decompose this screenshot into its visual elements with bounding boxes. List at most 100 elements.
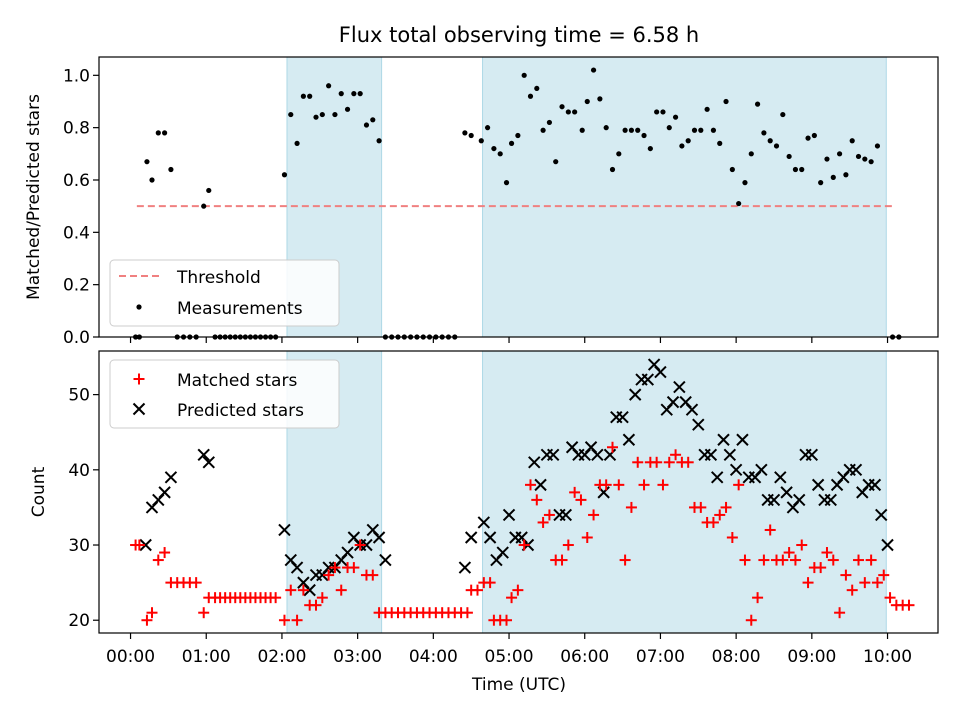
measurement-point: [609, 166, 616, 173]
measurement-point: [497, 151, 503, 157]
matched-star-point: [827, 554, 839, 566]
predicted-star-point: [483, 531, 497, 544]
bottom-legend: Matched stars Predicted stars: [109, 359, 340, 429]
matched-star-point: [606, 441, 618, 453]
bottom-y-tick-label: 50: [68, 386, 90, 406]
measurement-point: [799, 166, 805, 173]
matched-star-point: [569, 486, 581, 498]
matched-star-point: [285, 584, 297, 596]
measurement-point: [736, 200, 742, 207]
measurement-point: [155, 130, 161, 136]
top-measurement-points: [132, 67, 902, 340]
predicted-star-point: [654, 365, 667, 379]
x-tick-label: 03:00: [333, 647, 382, 667]
measurement-point: [641, 132, 647, 139]
predicted-star-point: [628, 388, 642, 401]
predicted-star-point: [824, 493, 837, 507]
bottom-y-axis-ticks: 20 30 40 50: [68, 386, 99, 631]
predicted-star-point: [849, 463, 863, 477]
matched-star-point: [651, 456, 663, 468]
matched-star-point: [670, 449, 682, 461]
predicted-star-point: [546, 448, 560, 461]
predicted-star-point: [341, 546, 354, 559]
matched-star-point: [695, 501, 707, 513]
predicted-star-point: [458, 561, 472, 574]
matched-star-point: [752, 592, 764, 604]
measurement-point: [748, 151, 754, 157]
matched-star-point: [865, 554, 877, 566]
top-y-tick-label: 1.0: [63, 66, 90, 86]
matched-star-point: [758, 554, 770, 566]
measurement-point: [672, 114, 679, 120]
measurement-point: [508, 140, 515, 146]
measurement-point: [622, 127, 628, 133]
measurement-point: [527, 93, 534, 99]
matched-star-point: [733, 479, 745, 491]
matched-star-point: [198, 607, 210, 619]
matched-star-point: [367, 569, 379, 581]
predicted-star-point: [290, 561, 304, 574]
measurement-point: [553, 159, 559, 165]
bottom-x-axis-ticks: 00:00 01:00 02:00 03:00 04:00 05:00 06:00 07:00…: [106, 633, 912, 667]
measurement-point: [824, 156, 830, 162]
matched-star-point: [878, 569, 890, 581]
matched-star-point: [512, 584, 524, 596]
matched-star-point: [146, 607, 158, 619]
measurement-point: [144, 159, 150, 165]
matched-star-point: [777, 554, 789, 566]
top-y-axis-label: Matched/Predicted stars: [24, 94, 44, 300]
matched-star-point: [657, 479, 669, 491]
measurement-point: [338, 91, 344, 97]
measurement-point: [603, 125, 609, 131]
measurement-point: [616, 151, 622, 157]
measurement-point: [579, 127, 585, 133]
predicted-star-point: [164, 471, 178, 484]
top-y-tick-label: 0.2: [63, 276, 90, 296]
measurement-point: [515, 132, 521, 139]
measurement-point: [590, 67, 597, 73]
matched-stars-legend-label: Matched stars: [177, 371, 297, 391]
matched-star-point: [726, 531, 738, 543]
matched-star-point: [310, 599, 322, 611]
measurement-point: [830, 174, 836, 180]
matched-star-point: [335, 584, 347, 596]
top-legend: Threshold Measurements: [109, 259, 340, 327]
measurement-point: [767, 138, 773, 144]
x-tick-label: 04:00: [409, 647, 458, 667]
predicted-star-point: [372, 531, 386, 544]
x-tick-label: 10:00: [863, 647, 912, 667]
matched-star-point: [537, 516, 549, 528]
measurement-point: [300, 93, 306, 99]
bottom-y-tick-label: 30: [68, 536, 90, 556]
predicted-star-point: [528, 456, 541, 469]
matched-star-point: [764, 524, 776, 536]
measurement-point: [704, 106, 710, 112]
measurement-point: [351, 91, 357, 97]
shaded-interval: [482, 350, 887, 634]
measurement-point: [660, 109, 666, 115]
matched-star-point: [501, 614, 513, 626]
predicted-star-point: [559, 508, 573, 522]
matched-star-point: [556, 554, 568, 566]
matched-star-point: [821, 547, 833, 559]
measurement-point: [534, 85, 540, 92]
measurement-point: [326, 83, 332, 89]
matched-star-point: [871, 577, 883, 589]
matched-star-point: [739, 554, 751, 566]
bottom-shaded-intervals: [286, 350, 887, 634]
measurement-point: [363, 122, 370, 128]
measurement-point: [635, 127, 641, 133]
matched-star-point: [354, 539, 366, 551]
matched-star-point: [291, 614, 303, 626]
predicted-star-point: [591, 448, 604, 461]
x-axis-label: Time (UTC): [471, 675, 566, 695]
measurement-point: [717, 140, 723, 146]
matched-star-point: [859, 577, 871, 589]
predicted-star-point: [755, 463, 768, 477]
matched-star-point: [323, 569, 335, 581]
matched-star-point: [581, 531, 593, 543]
matched-star-point: [638, 479, 650, 491]
matched-star-point: [789, 554, 801, 566]
matched-star-point: [600, 479, 612, 491]
matched-star-point: [190, 577, 202, 589]
